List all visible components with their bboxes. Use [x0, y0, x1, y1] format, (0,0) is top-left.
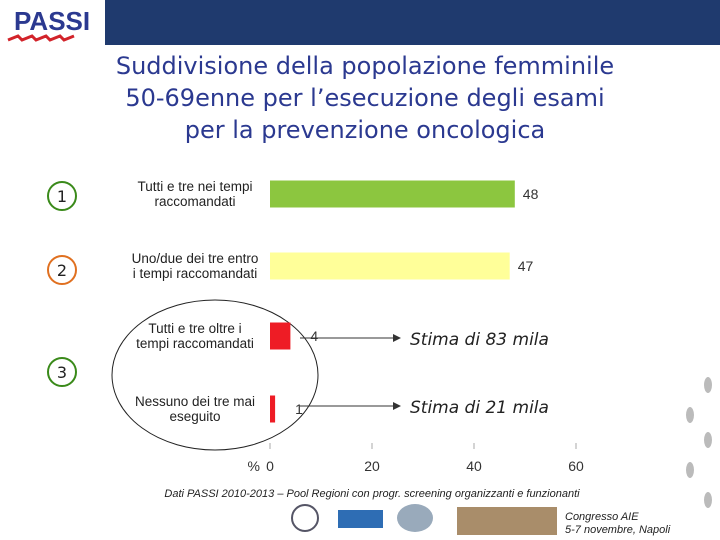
value-label: 1: [295, 401, 303, 417]
logo: PASSI: [14, 6, 90, 36]
category-label: Tutti e tre nei tempi raccomandati: [137, 179, 253, 209]
annotation: Stima di 21 mila: [410, 398, 549, 418]
value-label: 48: [523, 186, 539, 202]
x-tick-label: 0: [266, 458, 274, 474]
category-label: Uno/due dei tre entro i tempi raccomanda…: [131, 251, 259, 281]
bar: [270, 322, 291, 350]
bar: [270, 395, 276, 423]
category-label: Nessuno dei tre mai eseguito: [134, 394, 256, 424]
group-ellipse: [111, 299, 319, 451]
group-badge: [47, 357, 77, 387]
value-label: 47: [518, 258, 534, 274]
group-badge: [47, 181, 77, 211]
footprints: [686, 377, 712, 508]
logo-mark: [7, 34, 75, 42]
chart-title: 50-69enne per l’esecuzione degli esami: [125, 84, 605, 112]
group-label: 2: [57, 261, 67, 280]
event: 5-7 novembre, Napoli: [565, 524, 671, 536]
group-label: 1: [57, 187, 67, 206]
header-bar: [105, 0, 720, 45]
chart-title: per la prevenzione oncologica: [184, 116, 546, 144]
group-label: 3: [57, 363, 67, 382]
chart-title: Suddivisione della popolazione femminile: [115, 52, 615, 80]
group-badge: [47, 255, 77, 285]
source: Dati PASSI 2010-2013 – Pool Regioni con …: [164, 488, 580, 500]
event: Congresso AIE: [565, 511, 639, 523]
annotation: Stima di 83 mila: [410, 330, 549, 350]
footer-logos: [291, 504, 557, 535]
bar: [270, 252, 510, 280]
bar: [270, 180, 515, 208]
category-label: Tutti e tre oltre i tempi raccomandati: [136, 321, 254, 351]
x-tick-label: 20: [364, 458, 380, 474]
x-tick-label: 40: [466, 458, 482, 474]
x-tick-label: 60: [568, 458, 584, 474]
x-axis-label: %: [248, 458, 260, 474]
value-label: 4: [310, 328, 318, 344]
